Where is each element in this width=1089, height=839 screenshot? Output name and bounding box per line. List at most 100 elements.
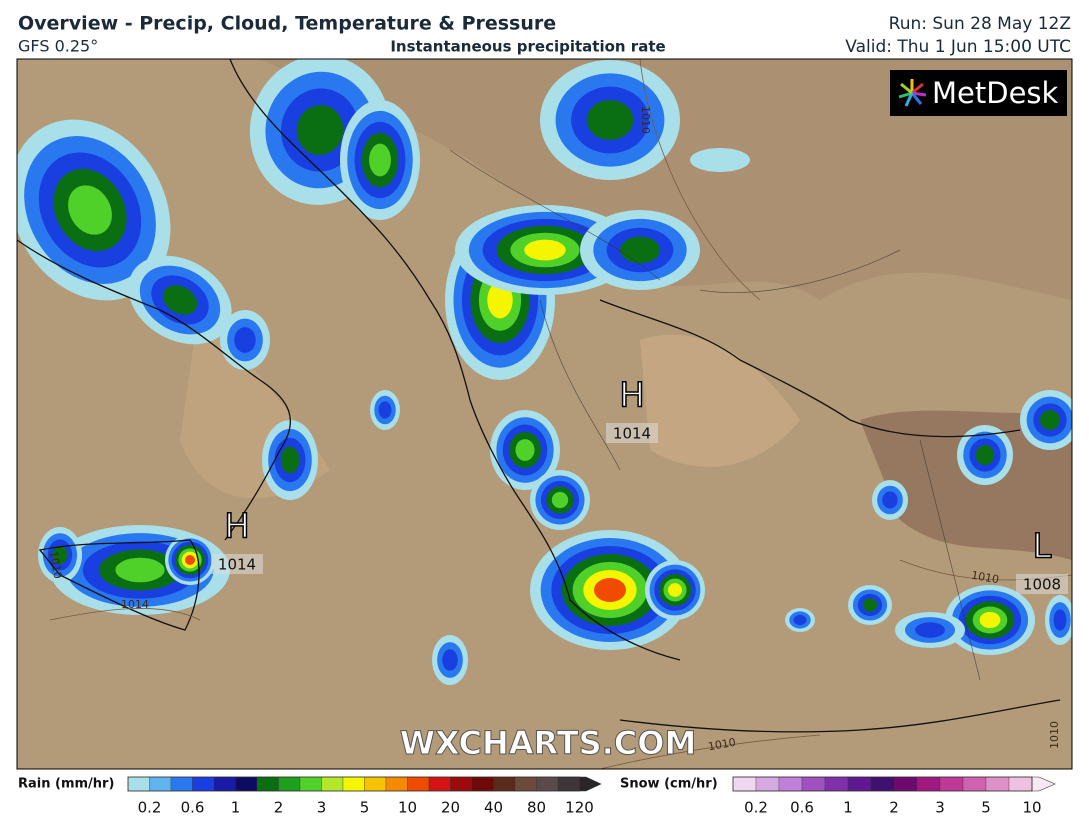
legend-tick-label: 3 bbox=[317, 799, 327, 817]
logo-text: MetDesk bbox=[932, 76, 1059, 110]
precip-area bbox=[68, 185, 112, 235]
legend-swatch bbox=[847, 776, 872, 792]
legend-swatch bbox=[493, 776, 516, 792]
isobar bbox=[599, 734, 821, 769]
legend-tick-label: 80 bbox=[527, 799, 546, 817]
border bbox=[449, 149, 981, 681]
isobar-label: 1010 bbox=[707, 736, 737, 754]
isobar-label: 1010 bbox=[639, 106, 652, 134]
watermark: WXCHARTS.COM bbox=[400, 724, 697, 762]
precip-area bbox=[369, 143, 391, 177]
legend-tick-label: 1 bbox=[843, 799, 853, 817]
legend-swatch bbox=[385, 776, 408, 792]
legend-tick-label: 5 bbox=[360, 799, 370, 817]
legend-swatch bbox=[939, 776, 964, 792]
precip-area bbox=[378, 401, 392, 419]
legend-swatch bbox=[342, 776, 365, 792]
precip-area bbox=[1040, 410, 1060, 430]
isobar-label: 1014 bbox=[121, 598, 149, 611]
legend-swatch bbox=[256, 776, 279, 792]
coastline bbox=[17, 239, 291, 541]
precip-area bbox=[487, 281, 513, 319]
precip-area bbox=[586, 100, 634, 140]
logo-icon bbox=[898, 79, 927, 107]
legend-tick-label: 10 bbox=[1022, 799, 1041, 817]
precip-area bbox=[690, 148, 750, 172]
pressure-center-label: L bbox=[1033, 527, 1052, 567]
logo-ray bbox=[911, 82, 924, 95]
coastline bbox=[469, 399, 681, 661]
precip-area bbox=[280, 446, 300, 474]
precip-area bbox=[594, 578, 626, 602]
legend-swatch bbox=[824, 776, 849, 792]
legend-tick-label: 0.2 bbox=[744, 799, 768, 817]
pressure-center-value: 1014 bbox=[613, 425, 651, 443]
precip-area bbox=[793, 614, 807, 626]
land-shade bbox=[17, 59, 1072, 300]
legend-swatch bbox=[985, 776, 1010, 792]
legend-tick-label: 2 bbox=[274, 799, 284, 817]
legend-frame bbox=[127, 776, 580, 792]
legend-swatch bbox=[1008, 776, 1033, 792]
logo-ray bbox=[904, 92, 914, 107]
map-frame bbox=[16, 58, 1073, 770]
legend-swatch bbox=[778, 776, 803, 792]
precip-area bbox=[524, 239, 566, 261]
precip-area bbox=[162, 285, 198, 315]
precip-area bbox=[979, 611, 1001, 629]
isobar bbox=[49, 608, 201, 621]
precip-area bbox=[551, 491, 569, 509]
legend-swatch bbox=[514, 776, 537, 792]
valid-time: Valid: Thu 1 Jun 15:00 UTC bbox=[845, 37, 1071, 57]
legend-swatch bbox=[192, 776, 215, 792]
land-shade bbox=[860, 410, 1072, 560]
pressure-center-label: H bbox=[619, 376, 645, 416]
legend-swatch bbox=[536, 776, 559, 792]
precip-area bbox=[668, 583, 682, 597]
logo-ray bbox=[900, 82, 913, 95]
legend-tick-label: 1 bbox=[231, 799, 241, 817]
legend-swatch bbox=[471, 776, 494, 792]
legend-swatch bbox=[213, 776, 236, 792]
legend: Rain (mm/hr) 0.2 0.6 1 2 3 5 10 20 40 80 120 Snow (c… bbox=[18, 776, 1056, 817]
coastline bbox=[599, 299, 1021, 438]
isobar-label: 1010 bbox=[1048, 721, 1061, 749]
coastline bbox=[38, 539, 200, 631]
precip-area bbox=[234, 327, 256, 353]
legend-tick-label: 3 bbox=[935, 799, 945, 817]
logo-ray bbox=[911, 91, 927, 97]
isobar-label: 1010 bbox=[970, 569, 1000, 587]
legend-swatch bbox=[407, 776, 430, 792]
isobar-label: 1010 bbox=[47, 550, 65, 580]
legend-tick-label: 2 bbox=[889, 799, 899, 817]
legend-title: Snow (cm/hr) bbox=[620, 777, 718, 792]
legend-title: Rain (mm/hr) bbox=[18, 777, 114, 792]
legend-swatch bbox=[428, 776, 451, 792]
precip-area bbox=[515, 439, 535, 461]
legend-tick-label: 20 bbox=[441, 799, 460, 817]
legend-swatch bbox=[870, 776, 895, 792]
legend-tick-label: 5 bbox=[981, 799, 991, 817]
coastline bbox=[229, 59, 471, 401]
legend-swatch bbox=[916, 776, 941, 792]
precip-area bbox=[975, 445, 995, 465]
legend-swatch bbox=[321, 776, 344, 792]
legend-tick-label: 0.6 bbox=[181, 799, 205, 817]
legend-tick-label: 40 bbox=[484, 799, 503, 817]
run-time: Run: Sun 28 May 12Z bbox=[889, 14, 1071, 34]
subtitle: Instantaneous precipitation rate bbox=[390, 38, 665, 56]
precip-area bbox=[185, 555, 195, 565]
isobars: 1010 1014 1010 1010 1010 1010 bbox=[47, 59, 1072, 769]
coastlines bbox=[17, 59, 1061, 733]
logo-ray bbox=[910, 92, 923, 105]
precip-area bbox=[620, 236, 660, 264]
pressure-value-box bbox=[1016, 574, 1068, 594]
legend-swatch bbox=[278, 776, 301, 792]
legend-swatch bbox=[755, 776, 780, 792]
legend-swatch bbox=[450, 776, 473, 792]
precip-area bbox=[882, 491, 898, 509]
precip-area bbox=[442, 649, 458, 671]
precip-area bbox=[52, 545, 68, 565]
legend-swatch bbox=[364, 776, 387, 792]
pressure-labels: H 1014 H 1014 L 1008 bbox=[211, 375, 1068, 594]
